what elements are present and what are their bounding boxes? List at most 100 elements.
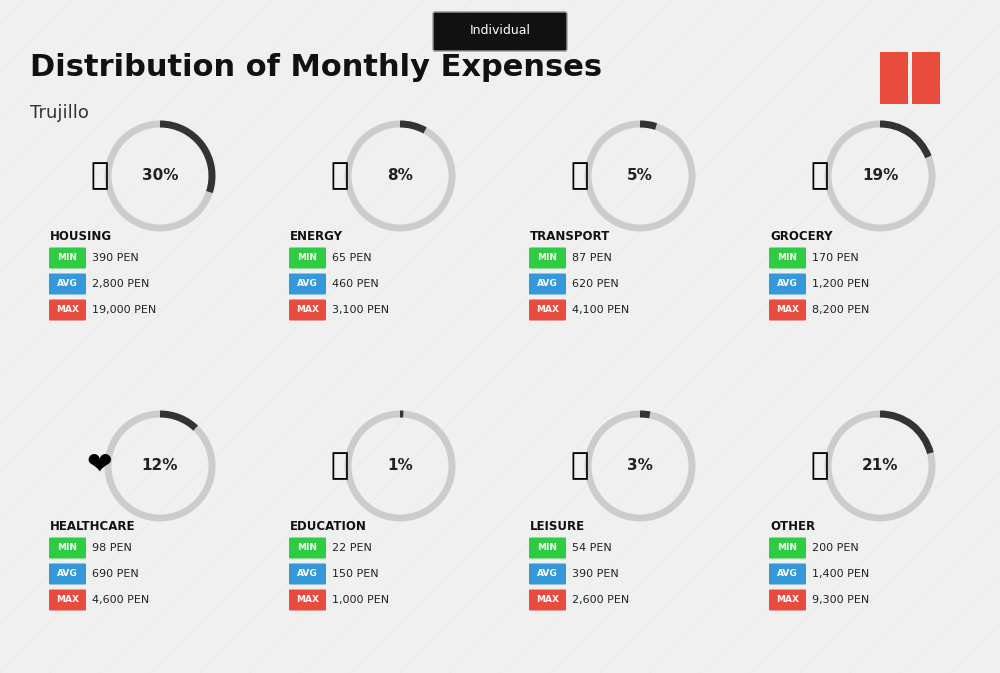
Text: 4,600 PEN: 4,600 PEN <box>92 595 149 605</box>
Text: MAX: MAX <box>296 306 319 314</box>
FancyBboxPatch shape <box>529 590 566 610</box>
Text: 30%: 30% <box>142 168 178 184</box>
Text: TRANSPORT: TRANSPORT <box>530 230 610 243</box>
Text: MIN: MIN <box>538 254 558 262</box>
Text: AVG: AVG <box>57 569 78 579</box>
Text: MAX: MAX <box>536 306 559 314</box>
Text: 390 PEN: 390 PEN <box>572 569 619 579</box>
Text: AVG: AVG <box>297 279 318 289</box>
FancyBboxPatch shape <box>529 538 566 559</box>
Text: 19,000 PEN: 19,000 PEN <box>92 305 156 315</box>
FancyBboxPatch shape <box>769 563 806 584</box>
Text: 98 PEN: 98 PEN <box>92 543 132 553</box>
FancyBboxPatch shape <box>49 299 86 320</box>
Text: 1,400 PEN: 1,400 PEN <box>812 569 869 579</box>
FancyBboxPatch shape <box>289 299 326 320</box>
FancyBboxPatch shape <box>289 248 326 269</box>
Text: MAX: MAX <box>536 596 559 604</box>
Text: MIN: MIN <box>58 544 78 553</box>
Text: AVG: AVG <box>297 569 318 579</box>
Text: 2,600 PEN: 2,600 PEN <box>572 595 629 605</box>
Text: 🛍️: 🛍️ <box>571 452 589 481</box>
Text: 620 PEN: 620 PEN <box>572 279 619 289</box>
Text: 65 PEN: 65 PEN <box>332 253 372 263</box>
Text: 🏢: 🏢 <box>91 162 109 190</box>
Text: MAX: MAX <box>296 596 319 604</box>
Text: MAX: MAX <box>56 596 79 604</box>
FancyBboxPatch shape <box>880 52 908 104</box>
Text: ❤️: ❤️ <box>87 452 113 481</box>
Text: AVG: AVG <box>57 279 78 289</box>
Text: 8%: 8% <box>387 168 413 184</box>
FancyBboxPatch shape <box>49 563 86 584</box>
FancyBboxPatch shape <box>769 273 806 295</box>
Text: 170 PEN: 170 PEN <box>812 253 859 263</box>
Text: MIN: MIN <box>58 254 78 262</box>
FancyBboxPatch shape <box>49 590 86 610</box>
FancyBboxPatch shape <box>912 52 940 104</box>
Text: 200 PEN: 200 PEN <box>812 543 859 553</box>
Text: AVG: AVG <box>777 279 798 289</box>
Text: EDUCATION: EDUCATION <box>290 520 367 533</box>
Text: AVG: AVG <box>777 569 798 579</box>
Text: MIN: MIN <box>538 544 558 553</box>
Text: 🔌: 🔌 <box>331 162 349 190</box>
FancyBboxPatch shape <box>49 248 86 269</box>
Text: 🚌: 🚌 <box>571 162 589 190</box>
Text: HOUSING: HOUSING <box>50 230 112 243</box>
FancyBboxPatch shape <box>529 273 566 295</box>
Text: 390 PEN: 390 PEN <box>92 253 139 263</box>
Text: 1,000 PEN: 1,000 PEN <box>332 595 389 605</box>
FancyBboxPatch shape <box>49 538 86 559</box>
Text: MIN: MIN <box>778 254 798 262</box>
Text: MAX: MAX <box>56 306 79 314</box>
FancyBboxPatch shape <box>433 12 567 51</box>
Text: MIN: MIN <box>778 544 798 553</box>
Text: 12%: 12% <box>142 458 178 474</box>
Text: LEISURE: LEISURE <box>530 520 585 533</box>
Text: 2,800 PEN: 2,800 PEN <box>92 279 149 289</box>
Text: Individual: Individual <box>470 24 530 38</box>
FancyBboxPatch shape <box>289 273 326 295</box>
FancyBboxPatch shape <box>529 563 566 584</box>
Text: 💰: 💰 <box>811 452 829 481</box>
Text: 22 PEN: 22 PEN <box>332 543 372 553</box>
Text: 4,100 PEN: 4,100 PEN <box>572 305 629 315</box>
Text: MAX: MAX <box>776 596 799 604</box>
Text: 460 PEN: 460 PEN <box>332 279 379 289</box>
Text: Distribution of Monthly Expenses: Distribution of Monthly Expenses <box>30 53 602 83</box>
Text: 8,200 PEN: 8,200 PEN <box>812 305 869 315</box>
Text: 🎓: 🎓 <box>331 452 349 481</box>
Text: 9,300 PEN: 9,300 PEN <box>812 595 869 605</box>
FancyBboxPatch shape <box>769 590 806 610</box>
FancyBboxPatch shape <box>529 248 566 269</box>
Text: 1,200 PEN: 1,200 PEN <box>812 279 869 289</box>
FancyBboxPatch shape <box>289 590 326 610</box>
Text: AVG: AVG <box>537 279 558 289</box>
Text: GROCERY: GROCERY <box>770 230 832 243</box>
FancyBboxPatch shape <box>769 299 806 320</box>
Text: MIN: MIN <box>298 544 318 553</box>
FancyBboxPatch shape <box>289 538 326 559</box>
Text: 5%: 5% <box>627 168 653 184</box>
FancyBboxPatch shape <box>769 538 806 559</box>
Text: 690 PEN: 690 PEN <box>92 569 139 579</box>
Text: 3%: 3% <box>627 458 653 474</box>
FancyBboxPatch shape <box>49 273 86 295</box>
FancyBboxPatch shape <box>289 563 326 584</box>
Text: AVG: AVG <box>537 569 558 579</box>
Text: 54 PEN: 54 PEN <box>572 543 612 553</box>
Text: ENERGY: ENERGY <box>290 230 343 243</box>
Text: 3,100 PEN: 3,100 PEN <box>332 305 389 315</box>
Text: OTHER: OTHER <box>770 520 815 533</box>
Text: MIN: MIN <box>298 254 318 262</box>
FancyBboxPatch shape <box>769 248 806 269</box>
Text: 21%: 21% <box>862 458 898 474</box>
Text: 🛒: 🛒 <box>811 162 829 190</box>
Text: Trujillo: Trujillo <box>30 104 89 122</box>
Text: MAX: MAX <box>776 306 799 314</box>
Text: 1%: 1% <box>387 458 413 474</box>
FancyBboxPatch shape <box>529 299 566 320</box>
Text: 87 PEN: 87 PEN <box>572 253 612 263</box>
Text: 19%: 19% <box>862 168 898 184</box>
